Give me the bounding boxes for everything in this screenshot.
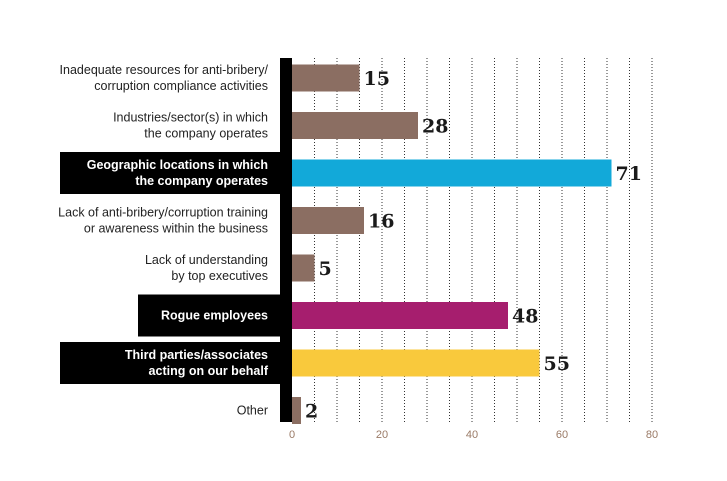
category-label: or awareness within the business [84, 222, 268, 236]
bar [292, 112, 418, 139]
data-label: 16 [368, 211, 394, 233]
category-label: Other [237, 404, 268, 418]
data-label: 71 [616, 163, 642, 185]
data-label: 2 [305, 401, 318, 423]
bar [292, 302, 508, 329]
highlight-box [60, 342, 280, 384]
x-tick-label: 20 [376, 429, 388, 441]
category-label: corruption compliance activities [94, 79, 268, 93]
category-label: Industries/sector(s) in which [113, 111, 268, 125]
category-label: by top executives [171, 269, 268, 283]
data-label: 48 [512, 306, 538, 328]
category-label: Geographic locations in which [87, 158, 268, 172]
bars [292, 64, 612, 424]
category-label: the company operates [144, 127, 268, 141]
x-axis-ticks: 0 20 40 60 80 [289, 429, 658, 441]
x-tick-label: 80 [646, 429, 658, 441]
highlight-box [138, 294, 280, 337]
data-label: 55 [544, 353, 570, 375]
data-label: 15 [364, 68, 390, 90]
value-labels: 15 28 71 16 5 48 55 2 [305, 68, 642, 423]
x-tick-label: 60 [556, 429, 568, 441]
bar [292, 64, 360, 92]
x-tick-label: 0 [289, 429, 295, 441]
highlight-box [60, 152, 280, 194]
category-labels: Inadequate resources for anti-bribery/co… [58, 63, 280, 418]
category-label: Inadequate resources for anti-bribery/ [60, 63, 269, 77]
x-tick-label: 40 [466, 429, 478, 441]
category-label: Lack of understanding [145, 253, 268, 267]
bar [292, 254, 315, 282]
y-axis-line [280, 58, 292, 422]
category-label: Third parties/associates [125, 348, 268, 362]
bar [292, 207, 364, 234]
bar [292, 397, 301, 424]
data-label: 5 [319, 258, 332, 280]
category-label: Rogue employees [161, 309, 268, 323]
category-label: acting on our behalf [149, 364, 269, 378]
bar [292, 349, 540, 377]
category-label: Lack of anti-bribery/corruption training [58, 206, 268, 220]
bar [292, 159, 612, 187]
data-label: 28 [422, 116, 448, 138]
category-label: the company operates [135, 174, 268, 188]
